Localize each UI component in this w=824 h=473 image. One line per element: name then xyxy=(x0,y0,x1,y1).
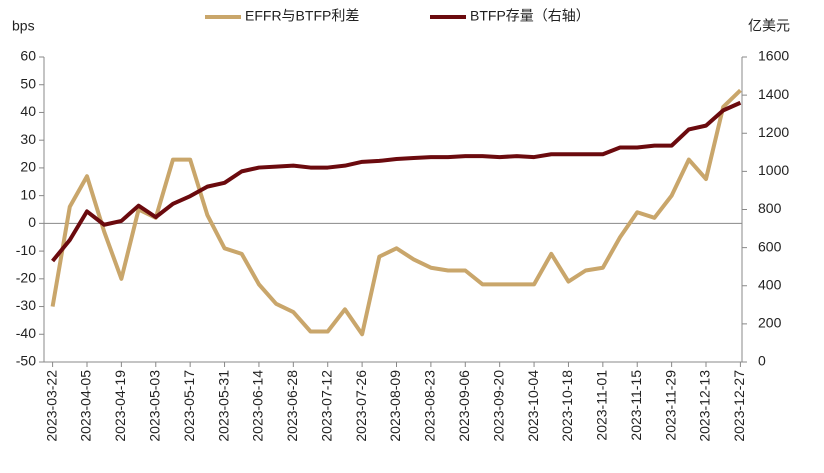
y2-tick-label: 1600 xyxy=(758,48,789,64)
x-tick-label: 2023-05-03 xyxy=(146,370,162,442)
y-tick-label: 40 xyxy=(20,103,36,119)
x-tick-label: 2023-06-28 xyxy=(284,370,300,442)
legend-label: EFFR与BTFP利差 xyxy=(245,8,359,24)
x-tick-label: 2023-04-19 xyxy=(112,370,128,442)
x-tick-label: 2023-07-12 xyxy=(318,370,334,442)
legend-label: BTFP存量（右轴） xyxy=(470,8,590,24)
x-tick-label: 2023-07-26 xyxy=(353,370,369,442)
x-tick-label: 2023-11-15 xyxy=(628,370,644,441)
y2-tick-label: 1200 xyxy=(758,124,789,140)
y2-tick-label: 600 xyxy=(758,238,782,254)
y-tick-label: -10 xyxy=(16,242,36,258)
x-tick-label: 2023-09-20 xyxy=(490,370,506,442)
x-tick-label: 2023-04-05 xyxy=(78,370,94,442)
y-tick-label: 30 xyxy=(20,131,36,147)
x-tick-label: 2023-09-06 xyxy=(456,370,472,442)
x-tick-label: 2023-12-27 xyxy=(731,370,747,442)
y2-tick-label: 1400 xyxy=(758,86,789,102)
series-line xyxy=(51,100,742,263)
x-tick-label: 2023-10-18 xyxy=(559,370,575,442)
y2-axis-title: 亿美元 xyxy=(748,18,790,34)
y-tick-label: 20 xyxy=(20,159,36,175)
y-tick-label: 60 xyxy=(20,48,36,64)
x-tick-label: 2023-10-04 xyxy=(525,370,541,442)
y2-tick-label: 800 xyxy=(758,200,782,216)
x-tick-label: 2023-03-22 xyxy=(43,370,59,442)
y-tick-label: 0 xyxy=(28,214,36,230)
x-tick-label: 2023-11-01 xyxy=(594,370,610,441)
series-line xyxy=(50,88,742,337)
y-tick-label: -30 xyxy=(16,297,36,313)
x-tick-label: 2023-08-23 xyxy=(422,370,438,442)
x-tick-label: 2023-05-17 xyxy=(181,370,197,442)
x-tick-label: 2023-05-31 xyxy=(215,370,231,442)
x-tick-label: 2023-12-13 xyxy=(697,370,713,442)
y-tick-label: 10 xyxy=(20,186,36,202)
y-tick-label: -50 xyxy=(16,353,36,369)
y-axis-title: bps xyxy=(12,18,35,34)
y2-tick-label: 1000 xyxy=(758,162,789,178)
x-tick-label: 2023-08-09 xyxy=(387,370,403,442)
y2-tick-label: 0 xyxy=(758,353,766,369)
y2-tick-label: 200 xyxy=(758,315,782,331)
y-tick-label: 50 xyxy=(20,75,36,91)
y-tick-label: -20 xyxy=(16,270,36,286)
y2-tick-label: 400 xyxy=(758,276,782,292)
x-tick-label: 2023-06-14 xyxy=(250,370,266,442)
x-tick-label: 2023-11-29 xyxy=(662,370,678,441)
y-tick-label: -40 xyxy=(16,325,36,341)
